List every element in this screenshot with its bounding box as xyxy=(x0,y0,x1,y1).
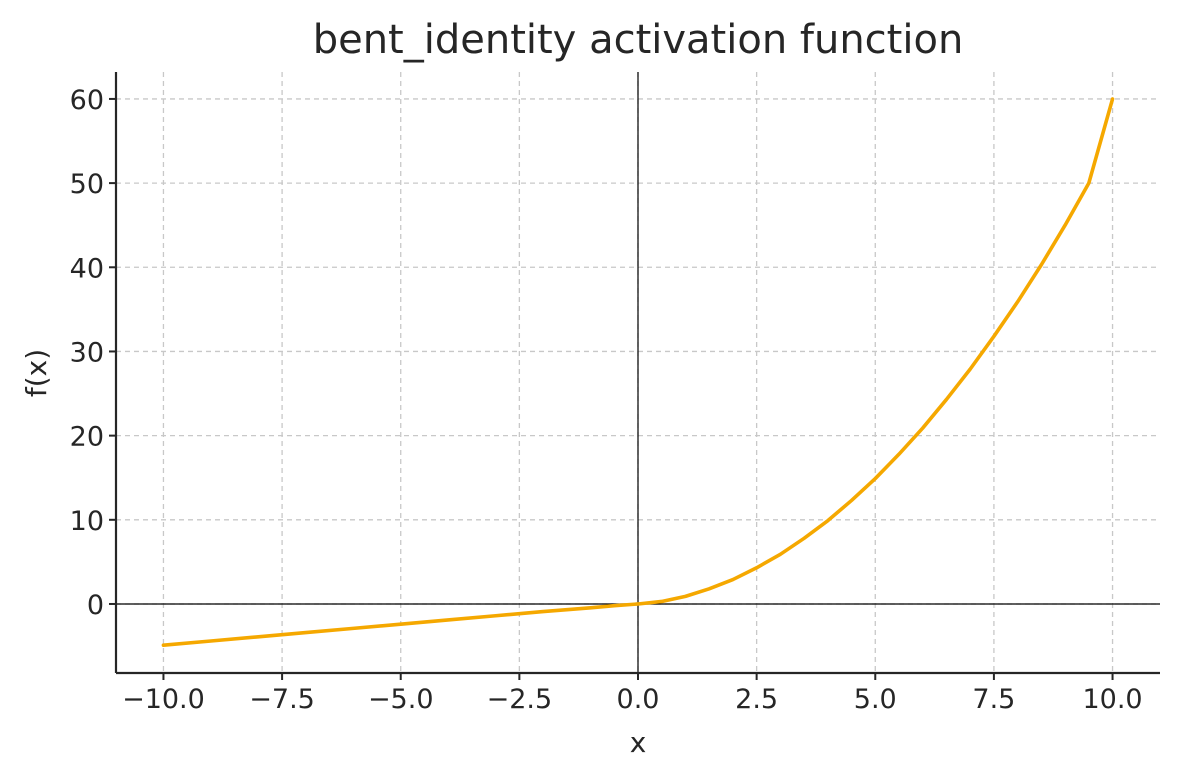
y-axis-label: f(x) xyxy=(20,349,53,397)
series-layer xyxy=(161,97,1115,648)
x-tick-label-2: −5.0 xyxy=(368,684,434,715)
y-tick-label-5: 50 xyxy=(70,169,104,200)
x-tick-label-8: 10.0 xyxy=(1082,684,1142,715)
x-tick-label-4: 0.0 xyxy=(617,684,660,715)
chart-title: bent_identity activation function xyxy=(313,17,964,63)
y-tick-label-2: 20 xyxy=(70,422,104,453)
x-ticks: −10.0 −7.5 −5.0 −2.5 0.0 2.5 5.0 7.5 10.0 xyxy=(122,673,1143,715)
y-tick-label-1: 10 xyxy=(70,506,104,537)
y-tick-label-6: 60 xyxy=(70,85,104,116)
x-tick-label-0: −10.0 xyxy=(122,684,205,715)
x-tick-label-7: 7.5 xyxy=(972,684,1015,715)
x-axis-label: x xyxy=(630,726,647,759)
x-tick-label-3: −2.5 xyxy=(487,684,553,715)
y-tick-label-0: 0 xyxy=(87,590,104,621)
zero-lines xyxy=(116,72,1160,673)
y-tick-label-3: 30 xyxy=(70,337,104,368)
y-tick-label-4: 40 xyxy=(70,253,104,284)
x-tick-label-6: 5.0 xyxy=(854,684,897,715)
y-ticks: 0 10 20 30 40 50 60 xyxy=(70,85,116,621)
x-tick-label-1: −7.5 xyxy=(249,684,315,715)
series-line-0 xyxy=(161,97,1115,648)
x-tick-label-5: 2.5 xyxy=(735,684,778,715)
